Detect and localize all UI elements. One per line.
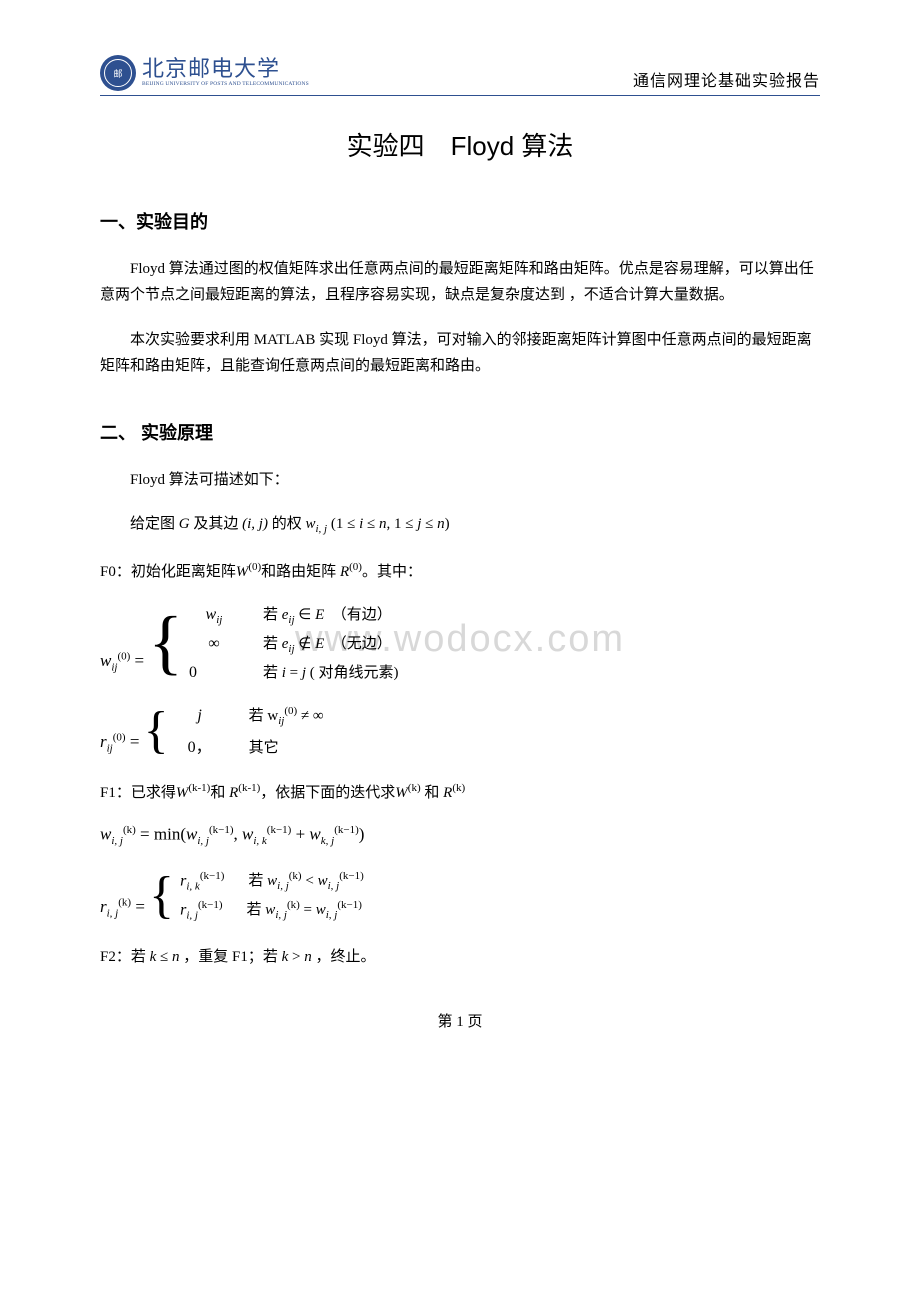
report-title-header: 通信网理论基础实验报告	[633, 67, 820, 91]
section-1-heading: 一、实验目的	[100, 208, 820, 234]
page-number: 第 1 页	[100, 1010, 820, 1031]
formula-wk: wi, j(k) = min(wi, j(k−1), wi, k(k−1) + …	[100, 824, 820, 847]
section-1-para-2: 本次实验要求利用 MATLAB 实现 Floyd 算法，可对输入的邻接距离矩阵计…	[100, 327, 820, 380]
logo-emblem: 邮	[100, 55, 136, 91]
section-2-heading: 二、 实验原理	[100, 419, 820, 445]
step-f2-line: F2：若 k ≤ n ，重复 F1；若 k > n ，终止。	[100, 944, 820, 970]
section-1-para-1: Floyd 算法通过图的权值矩阵求出任意两点间的最短距离矩阵和路由矩阵。优点是容…	[100, 256, 820, 309]
university-logo: 邮 北京邮电大学 BEIJING UNIVERSITY OF POSTS AND…	[100, 55, 309, 91]
logo-english-name: BEIJING UNIVERSITY OF POSTS AND TELECOMM…	[142, 82, 309, 88]
page-header: 邮 北京邮电大学 BEIJING UNIVERSITY OF POSTS AND…	[100, 55, 820, 96]
page-title: 实验四 Floyd 算法	[100, 126, 820, 163]
formula-w0: wij(0) = { wij若 eij ∈ E （有边） ∞若 eij ∉ E …	[100, 603, 820, 682]
step-f0-line: F0：初始化距离矩阵W(0)和路由矩阵 R(0)。其中：	[100, 558, 820, 585]
logo-chinese-name: 北京邮电大学	[142, 58, 309, 80]
step-f1-line: F1：已求得W(k-1)和 R(k-1)，依据下面的迭代求W(k) 和 R(k)	[100, 779, 820, 806]
algo-intro-line: Floyd 算法可描述如下：	[100, 467, 820, 493]
given-graph-line: 给定图 G 及其边 (i, j) 的权 wi, j (1 ≤ i ≤ n, 1 …	[100, 511, 820, 539]
formula-r0: rij(0) = { j若 wij(0) ≠ ∞ 0，其它	[100, 704, 820, 757]
formula-rk: ri, j(k) = { ri, k(k−1)若 wi, j(k) < wi, …	[100, 869, 820, 921]
